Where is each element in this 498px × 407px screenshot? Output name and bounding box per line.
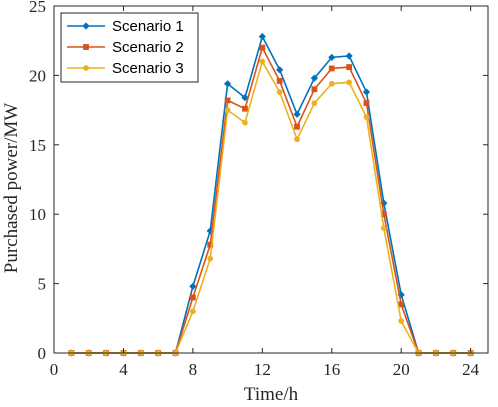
data-point <box>242 105 248 112</box>
legend-marker <box>83 44 89 50</box>
data-point <box>242 119 248 126</box>
y-tick-label: 10 <box>29 205 46 224</box>
x-tick-label: 12 <box>254 360 271 379</box>
x-tick-label: 8 <box>189 360 198 379</box>
data-point <box>328 53 336 61</box>
x-tick-label: 0 <box>50 360 59 379</box>
data-point <box>224 107 231 113</box>
data-point <box>207 241 214 248</box>
legend-marker <box>82 22 90 30</box>
y-tick-label: 0 <box>38 344 47 363</box>
y-tick-label: 25 <box>29 0 46 16</box>
legend-marker <box>83 65 89 71</box>
data-point <box>328 65 335 72</box>
data-point <box>380 225 387 231</box>
data-point <box>328 80 335 87</box>
axes-frame <box>53 5 489 354</box>
x-tick-label: 4 <box>119 360 128 379</box>
data-point <box>224 97 231 104</box>
legend-label: Scenario 2 <box>112 39 184 56</box>
y-tick-label: 5 <box>38 275 47 294</box>
data-point <box>398 301 405 308</box>
data-point <box>346 64 353 70</box>
data-point <box>259 58 266 65</box>
axes-layer: 0 4 8 12 16 20 24 0 5 10 15 20 25 <box>29 0 489 379</box>
x-tick-label: 24 <box>462 360 480 379</box>
data-point <box>310 74 319 82</box>
x-axis-label: Time/h <box>244 384 299 405</box>
legend: Scenario 1 Scenario 2 Scenario 3 <box>60 12 199 83</box>
data-point <box>276 89 283 95</box>
data-point <box>346 79 353 86</box>
data-point <box>294 136 300 143</box>
data-point <box>398 318 405 324</box>
x-tick-label: 16 <box>323 360 340 379</box>
data-point <box>189 308 196 315</box>
y-tick-label: 15 <box>29 136 46 155</box>
data-point <box>189 282 197 291</box>
legend-label: Scenario 1 <box>112 18 184 35</box>
data-point <box>241 93 249 102</box>
data-point <box>276 66 284 74</box>
y-tick-label: 20 <box>29 66 46 85</box>
data-point <box>345 52 353 60</box>
data-point <box>223 80 232 88</box>
data-point <box>311 86 318 93</box>
x-tick-label: 20 <box>393 360 410 379</box>
data-point <box>294 123 300 130</box>
legend-item: Scenario 2 <box>67 39 184 56</box>
data-point <box>259 44 266 51</box>
data-point <box>363 100 370 107</box>
y-axis-label: Purchased power/MW <box>1 103 22 273</box>
data-point <box>363 114 370 120</box>
data-point <box>362 88 371 96</box>
legend-item: Scenario 3 <box>67 60 184 77</box>
data-point <box>258 32 266 41</box>
legend-label: Scenario 3 <box>112 60 184 77</box>
data-point <box>207 255 214 262</box>
data-point <box>311 100 318 107</box>
data-point <box>189 294 196 301</box>
legend-item: Scenario 1 <box>67 18 184 35</box>
data-point <box>293 110 301 118</box>
data-point <box>276 78 283 84</box>
